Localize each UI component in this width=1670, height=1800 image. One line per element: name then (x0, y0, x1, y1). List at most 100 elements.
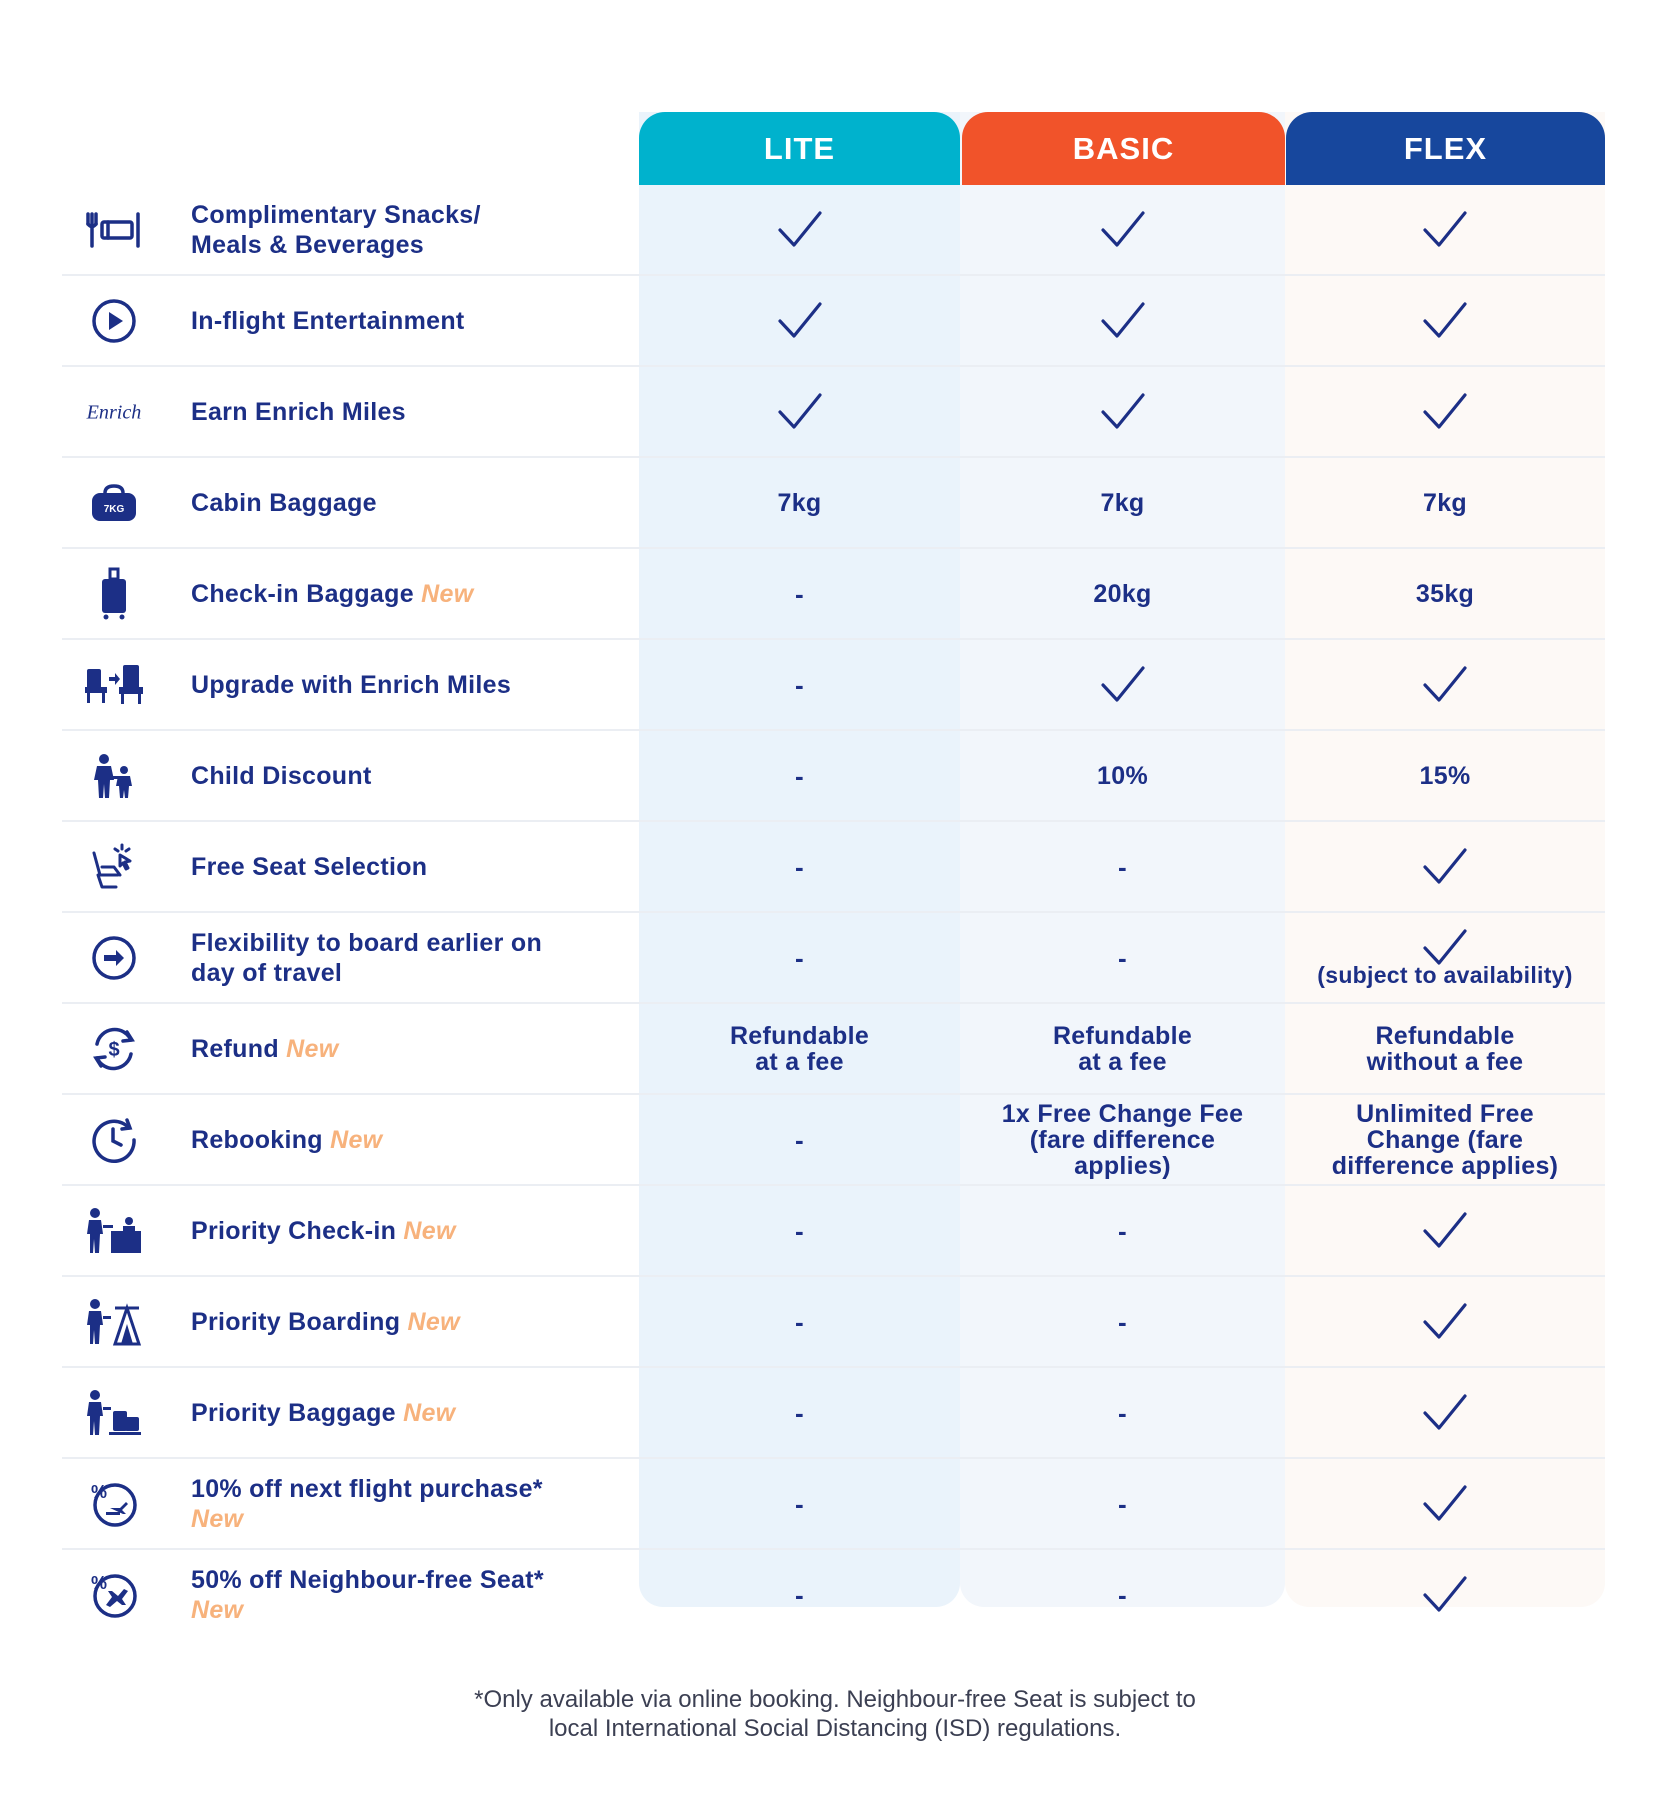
family-icon (82, 748, 146, 804)
lite-cell: - (639, 1550, 960, 1639)
row-label: Priority Boarding New (191, 1307, 631, 1337)
table-row: Flexibility to board earlier on day of tr… (62, 913, 1605, 1004)
flex-header: FLEX (1286, 112, 1605, 185)
new-tag: New (278, 1034, 339, 1063)
check-icon (1423, 847, 1467, 884)
flex-cell (1285, 185, 1605, 274)
row-label-line: Meals & Beverages (191, 230, 631, 260)
check-icon (1100, 665, 1145, 702)
row-label-text: Complimentary Snacks/ (191, 200, 481, 229)
check-icon (1100, 392, 1145, 429)
row-label-text: 10% off next flight purchase* (191, 1474, 543, 1503)
row-label: Cabin Baggage (191, 488, 631, 518)
table-row: Rebooking New - 1x Free Change Fee (fare di… (62, 1095, 1605, 1186)
row-label-text: Priority Baggage (191, 1398, 396, 1427)
dash-value: - (1118, 851, 1127, 882)
row-label: 10% off next flight purchase* New (191, 1474, 631, 1534)
cell-text: Refundable (729, 1021, 870, 1050)
check-icon (1423, 1393, 1467, 1430)
svg-text:$: $ (108, 1039, 119, 1061)
row-label-text: Child Discount (191, 761, 372, 790)
row-label-text: Cabin Baggage (191, 488, 377, 517)
row-label-text: Flexibility to board earlier on (191, 928, 543, 957)
table-row: 7KG Cabin Baggage 7kg 7kg 7kg (62, 458, 1605, 549)
basic-cell: 7kg (960, 458, 1285, 547)
dash-value: - (1118, 1306, 1127, 1337)
row-label-text: Refund (191, 1034, 279, 1063)
new-tag: New (400, 1307, 460, 1336)
table-row: Check-in Baggage New - 20kg 35kg (62, 549, 1605, 640)
flex-cell: Unlimited Free Change (fare difference app… (1285, 1095, 1605, 1184)
row-label: Priority Baggage New (191, 1398, 631, 1428)
lite-cell: - (639, 549, 960, 638)
discount-flight-icon: % (82, 1476, 146, 1532)
dash-value: - (795, 851, 804, 882)
row-label-line: Rebooking New (191, 1125, 631, 1155)
cell-text: applies) (1074, 1151, 1171, 1180)
flex-cell (1285, 640, 1605, 729)
table-row: In-flight Entertainment (62, 276, 1605, 367)
flex-cell: 15% (1285, 731, 1605, 820)
flex-cell: Refundable without a fee (1285, 1004, 1605, 1093)
row-label-line: Priority Baggage New (191, 1398, 631, 1428)
flex-column-background (1285, 112, 1605, 1607)
cell-text: 7kg (777, 488, 822, 517)
table-row: Complimentary Snacks/Meals & Beverages (62, 185, 1605, 276)
check-icon (1423, 1211, 1467, 1248)
cell-text: 1x Free Change Fee (1001, 1099, 1244, 1128)
basic-cell: - (960, 1186, 1285, 1275)
lite-cell: - (639, 1186, 960, 1275)
cell-text: (fare difference (1029, 1125, 1216, 1154)
cell-text: 7kg (1100, 488, 1145, 517)
lite-cell: - (639, 731, 960, 820)
row-label-line: Upgrade with Enrich Miles (191, 670, 631, 700)
row-label-line: Priority Boarding New (191, 1307, 631, 1337)
table-row: Priority Baggage New - - (62, 1368, 1605, 1459)
play-icon (82, 293, 146, 349)
row-label-text: Free Seat Selection (191, 852, 428, 881)
flex-cell (1285, 1459, 1605, 1548)
check-icon (1423, 392, 1467, 429)
check-icon (777, 392, 822, 429)
basic-cell: 20kg (960, 549, 1285, 638)
check-icon (1423, 301, 1467, 338)
flex-cell (1285, 1550, 1605, 1639)
basic-cell (960, 367, 1285, 456)
rebooking-clock-icon (82, 1112, 146, 1168)
basic-cell: - (960, 1368, 1285, 1457)
row-label-line: day of travel (191, 958, 631, 988)
fare-comparison-table: Complimentary Snacks/Meals & Beverages In… (62, 185, 1605, 1639)
row-label-line: Cabin Baggage (191, 488, 631, 518)
table-row: $ Refund New Refundable at a fee Refundable a… (62, 1004, 1605, 1095)
table-row: Child Discount - 10% 15% (62, 731, 1605, 822)
row-label-line: Free Seat Selection (191, 852, 631, 882)
dash-value: - (1118, 1579, 1127, 1610)
lite-cell (639, 185, 960, 274)
footnote-line: *Only available via online booking. Neig… (474, 1686, 1196, 1713)
check-icon (1423, 1484, 1467, 1521)
lite-header: LITE (639, 112, 960, 185)
dash-value: - (795, 1124, 804, 1155)
row-label: Refund New (191, 1034, 631, 1064)
basic-cell (960, 185, 1285, 274)
cell-text: 20kg (1093, 579, 1152, 608)
dash-value: - (1118, 1397, 1127, 1428)
row-label-text: In-flight Entertainment (191, 306, 465, 335)
basic-cell (960, 276, 1285, 365)
new-tag: New (395, 1398, 456, 1427)
refund-icon: $ (82, 1021, 146, 1077)
table-row: Free Seat Selection - - (62, 822, 1605, 913)
flex-cell: (subject to availability) (1285, 913, 1605, 1002)
flex-cell: 35kg (1285, 549, 1605, 638)
row-label-text: Check-in Baggage (191, 579, 414, 608)
row-label-text: Priority Check-in (191, 1216, 397, 1245)
dash-value: - (1118, 942, 1127, 973)
dash-value: - (795, 1579, 804, 1610)
cell-text: at a fee (755, 1047, 844, 1076)
cell-text: Change (fare (1366, 1125, 1524, 1154)
seat-select-icon (82, 839, 146, 895)
row-label: Flexibility to board earlier on day of tr… (191, 928, 631, 988)
row-label-line: Earn Enrich Miles (191, 397, 631, 427)
new-tag: New (322, 1125, 383, 1154)
table-row: Priority Check-in New - - (62, 1186, 1605, 1277)
